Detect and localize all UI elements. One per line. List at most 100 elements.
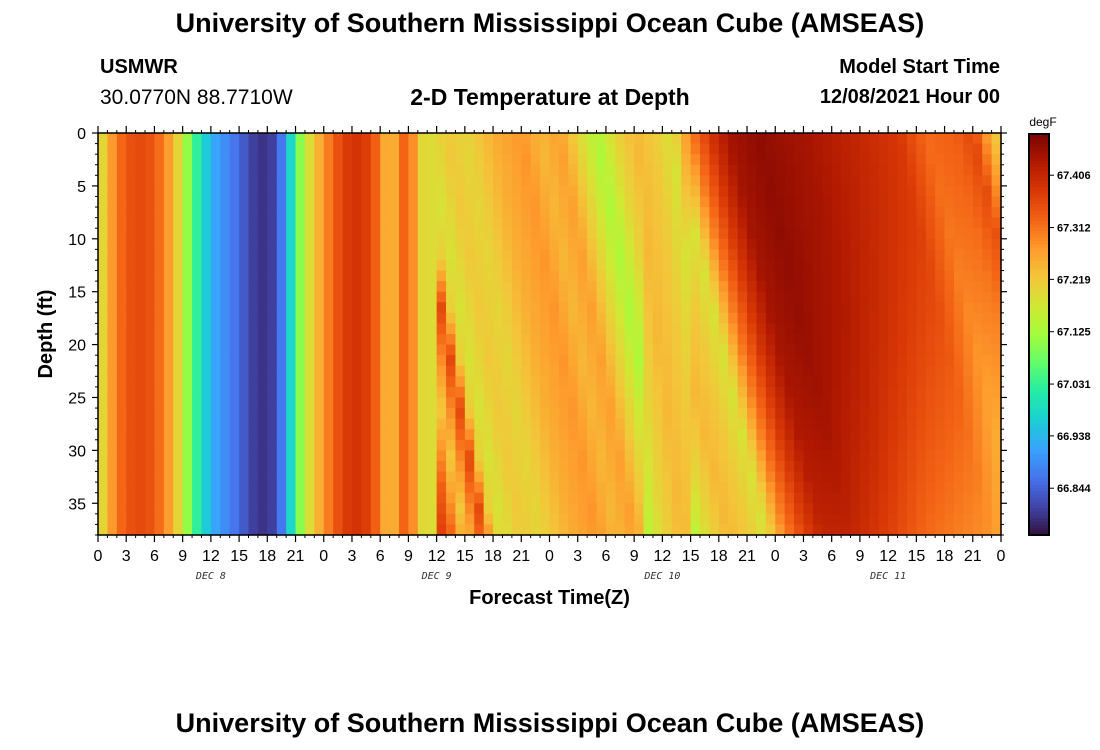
heatmap-cell: [98, 323, 109, 335]
heatmap-cell: [925, 228, 936, 240]
heatmap-cell: [370, 323, 381, 335]
heatmap-cell: [314, 164, 325, 176]
heatmap-cell: [530, 185, 541, 198]
heatmap-cell: [577, 175, 588, 187]
heatmap-cell: [925, 196, 936, 208]
heatmap-cell: [116, 281, 127, 293]
heatmap-cell: [558, 418, 569, 430]
heatmap-cell: [530, 154, 541, 166]
heatmap-cell: [587, 365, 598, 377]
heatmap-cell: [784, 492, 795, 504]
heatmap-cell: [474, 471, 485, 483]
heatmap-cell: [549, 323, 560, 335]
heatmap-cell: [803, 344, 814, 356]
heatmap-cell: [210, 344, 221, 356]
heatmap-cell: [436, 492, 447, 504]
heatmap-cell: [239, 439, 250, 451]
heatmap-cell: [652, 312, 663, 325]
heatmap-cell: [935, 397, 946, 409]
heatmap-cell: [408, 302, 419, 314]
heatmap-cell: [568, 164, 579, 176]
heatmap-cell: [794, 355, 805, 367]
heatmap-cell: [577, 281, 588, 293]
heatmap-cell: [925, 249, 936, 261]
heatmap-cell: [474, 439, 485, 451]
heatmap-cell: [822, 217, 833, 229]
heatmap-cell: [295, 471, 306, 483]
heatmap-cell: [474, 513, 485, 526]
heatmap-cell: [464, 323, 475, 335]
heatmap-cell: [370, 270, 381, 282]
heatmap-cell: [737, 460, 748, 473]
heatmap-cell: [681, 185, 692, 198]
heatmap-cell: [784, 386, 795, 399]
heatmap-cell: [634, 397, 645, 409]
heatmap-cell: [229, 217, 240, 229]
heatmap-cell: [493, 439, 504, 451]
heatmap-cell: [173, 344, 184, 356]
heatmap-cell: [822, 344, 833, 356]
heatmap-cell: [577, 418, 588, 430]
heatmap-cell: [145, 344, 156, 356]
heatmap-cell: [869, 492, 880, 504]
heatmap-cell: [605, 524, 616, 536]
heatmap-cell: [690, 513, 701, 526]
heatmap-cell: [794, 450, 805, 462]
colorbar-swatch: [1029, 230, 1049, 235]
day-label: DEC 10: [643, 571, 680, 582]
heatmap-cell: [709, 439, 720, 451]
heatmap-cell: [502, 450, 513, 462]
heatmap-cell: [126, 175, 137, 187]
heatmap-cell: [417, 302, 428, 314]
heatmap-cell: [455, 397, 466, 409]
heatmap-cell: [192, 386, 203, 399]
heatmap-cell: [154, 386, 165, 399]
heatmap-cell: [831, 450, 842, 462]
heatmap-cell: [455, 164, 466, 176]
heatmap-cell: [953, 228, 964, 240]
heatmap-cell: [257, 386, 268, 399]
heatmap-cell: [399, 133, 410, 145]
heatmap-cell: [220, 471, 231, 483]
heatmap-cell: [126, 450, 137, 462]
heatmap-cell: [841, 249, 852, 261]
heatmap-cell: [643, 408, 654, 420]
heatmap-cell: [182, 450, 193, 462]
heatmap-cell: [493, 397, 504, 409]
heatmap-cell: [728, 365, 739, 377]
heatmap-cell: [944, 365, 955, 377]
heatmap-cell: [192, 238, 203, 250]
heatmap-cell: [944, 460, 955, 473]
heatmap-cell: [493, 376, 504, 388]
heatmap-cell: [634, 365, 645, 377]
heatmap-cell: [615, 524, 626, 536]
x-tick-label: 15: [456, 548, 474, 565]
heatmap-cell: [540, 228, 551, 240]
heatmap-cell: [116, 217, 127, 229]
heatmap-cell: [681, 249, 692, 261]
heatmap-cell: [521, 270, 532, 282]
heatmap-cell: [972, 376, 983, 388]
heatmap-cell: [568, 439, 579, 451]
heatmap-cell: [173, 450, 184, 462]
heatmap-cell: [446, 376, 457, 388]
heatmap-cell: [408, 492, 419, 504]
heatmap-cell: [351, 334, 362, 346]
heatmap-cell: [953, 492, 964, 504]
heatmap-cell: [944, 291, 955, 303]
heatmap-cell: [822, 312, 833, 325]
heatmap-cell: [558, 228, 569, 240]
heatmap-cell: [276, 492, 287, 504]
heatmap-cell: [558, 302, 569, 314]
heatmap-cell: [154, 259, 165, 272]
heatmap-cell: [803, 482, 814, 494]
heatmap-cell: [596, 196, 607, 208]
heatmap-cell: [991, 217, 1002, 229]
heatmap-cell: [888, 302, 899, 314]
heatmap-cell: [304, 471, 315, 483]
heatmap-cell: [154, 185, 165, 198]
heatmap-cell: [916, 302, 927, 314]
heatmap-cell: [201, 418, 212, 430]
heatmap-cell: [963, 207, 974, 219]
heatmap-cell: [850, 207, 861, 219]
